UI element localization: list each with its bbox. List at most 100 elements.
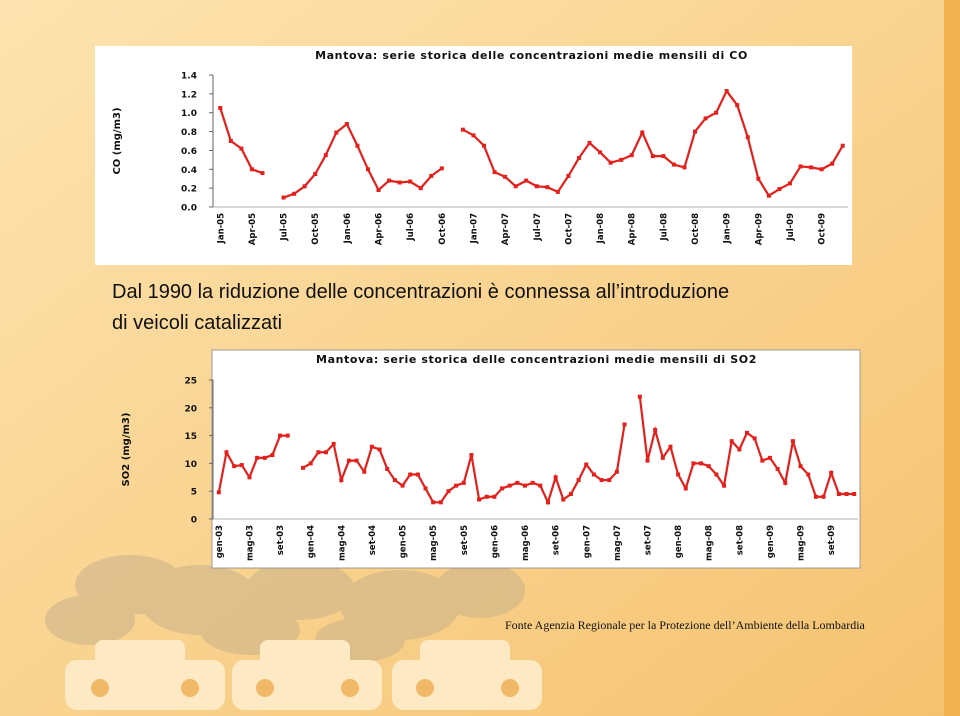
data-point (783, 480, 788, 485)
x-tick-label: gen-07 (582, 525, 592, 558)
data-point (629, 153, 634, 158)
y-tick-label: 1.0 (181, 109, 197, 119)
data-point (587, 140, 592, 145)
data-point (270, 453, 275, 458)
y-tick-label: 0.0 (181, 204, 197, 214)
data-point (724, 89, 729, 94)
x-tick-label: Oct-09 (818, 213, 828, 245)
data-point (598, 150, 603, 155)
data-point (232, 464, 237, 469)
x-tick-label: Apr-05 (248, 213, 258, 245)
data-point (477, 497, 482, 502)
data-point (377, 447, 382, 452)
data-point (671, 162, 676, 167)
data-point (555, 189, 560, 194)
x-tick-label: Jan-08 (596, 213, 606, 244)
data-point (619, 157, 624, 162)
x-tick-label: Jul-06 (406, 213, 416, 242)
data-point (239, 146, 244, 151)
x-tick-label: Jan-09 (723, 213, 733, 244)
data-point (285, 433, 290, 438)
data-point (316, 450, 321, 455)
y-tick-label: 25 (184, 377, 197, 387)
data-point (660, 455, 665, 460)
data-point (576, 478, 581, 483)
data-point (813, 494, 818, 499)
chart-title: Mantova: serie storica delle concentrazi… (316, 353, 757, 366)
data-point (446, 489, 451, 494)
x-tick-label: Apr-06 (375, 213, 385, 245)
data-point (492, 494, 497, 499)
data-point (676, 472, 681, 477)
data-point (645, 458, 650, 463)
data-point (278, 433, 283, 438)
x-tick-label: Oct-05 (311, 213, 321, 245)
source-note: Fonte Agenzia Regionale per la Protezion… (505, 618, 866, 632)
data-point (735, 103, 740, 108)
data-point (313, 172, 318, 176)
data-point (722, 483, 727, 488)
data-point (249, 167, 254, 172)
data-point (545, 185, 550, 190)
data-point (683, 486, 688, 491)
data-point (756, 176, 761, 181)
data-point (538, 483, 543, 488)
data-point (524, 178, 529, 183)
y-axis-label: CO (mg/m3) (112, 107, 123, 174)
data-point (829, 470, 834, 475)
data-line (283, 122, 443, 199)
data-point (798, 164, 803, 169)
x-tick-label: mag-07 (613, 525, 623, 561)
x-tick-label: set-04 (368, 525, 378, 555)
data-point (362, 469, 367, 474)
data-point (218, 106, 223, 110)
x-tick-label: gen-05 (399, 525, 409, 558)
data-point (247, 475, 252, 480)
x-tick-label: Jul-09 (786, 213, 796, 242)
data-point (224, 450, 229, 455)
data-point (706, 464, 711, 469)
x-tick-label: Apr-07 (501, 213, 511, 245)
data-point (439, 166, 444, 171)
chart-panel (211, 349, 861, 569)
x-tick-label: set-08 (735, 525, 745, 555)
caption: Dal 1990 la riduzione delle concentrazio… (112, 281, 729, 334)
data-point (354, 458, 359, 463)
data-point (216, 490, 221, 495)
data-point (637, 394, 642, 399)
data-point (729, 439, 734, 444)
x-tick-label: set-09 (827, 525, 837, 555)
x-tick-label: Apr-08 (628, 213, 638, 245)
data-point (830, 161, 835, 166)
data-point (691, 461, 696, 466)
data-point (545, 500, 550, 505)
data-point (461, 480, 466, 485)
y-tick-label: 0.4 (181, 166, 197, 176)
x-tick-label: Jan-05 (216, 213, 226, 244)
data-point (323, 450, 328, 455)
data-point (281, 195, 286, 200)
car-details (91, 679, 519, 697)
y-axis-label: SO2 (mg/m3) (121, 413, 132, 487)
y-tick-label: 15 (184, 432, 197, 442)
data-point (331, 441, 336, 446)
x-tick-label: Oct-07 (564, 213, 574, 245)
data-point (622, 422, 627, 427)
x-tick-label: gen-08 (674, 525, 684, 558)
data-point (369, 444, 374, 449)
data-point (334, 130, 339, 135)
data-point (576, 155, 581, 160)
data-point (344, 122, 349, 127)
data-point (568, 491, 573, 496)
data-point (840, 143, 845, 148)
y-tick-label: 10 (184, 460, 197, 470)
data-point (760, 458, 765, 463)
data-point (661, 154, 666, 159)
data-point (400, 483, 405, 488)
data-point (809, 165, 814, 170)
data-point (392, 478, 397, 483)
chart: Mantova: serie storica delle concentrazi… (112, 49, 848, 245)
data-point (530, 480, 535, 485)
x-tick-label: Oct-06 (438, 213, 448, 245)
side-band (944, 0, 960, 716)
